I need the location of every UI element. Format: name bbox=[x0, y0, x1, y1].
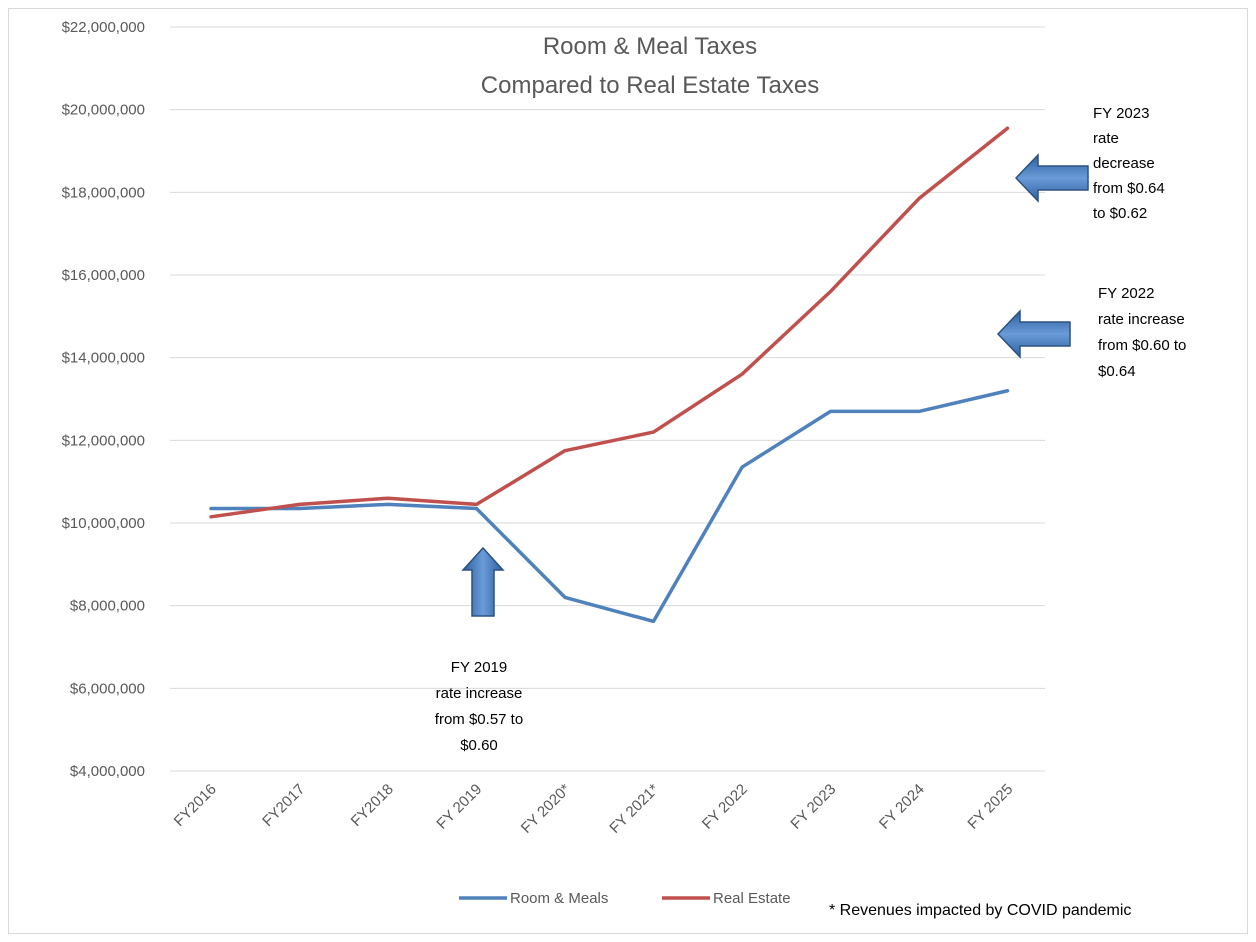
x-tick-label: FY 2022 bbox=[699, 781, 751, 833]
series-line-room-meals bbox=[209, 388, 1010, 624]
annotation-fy2022-line-2: rate increase bbox=[1098, 311, 1185, 328]
annotation-fy2023: FY 2023 rate decrease from $0.64 to $0.6… bbox=[1093, 105, 1165, 222]
series-lines bbox=[209, 126, 1010, 624]
y-tick-label: $16,000,000 bbox=[62, 267, 145, 284]
x-tick-label: FY 2020* bbox=[518, 781, 574, 837]
annotation-fy2019-line-4: $0.60 bbox=[460, 737, 498, 754]
y-axis-labels: $4,000,000 $6,000,000 $8,000,000 $10,000,00… bbox=[62, 19, 145, 780]
x-tick-label: FY2016 bbox=[171, 781, 220, 830]
arrow-left-icon bbox=[996, 309, 1071, 359]
arrow-up-icon bbox=[461, 546, 505, 617]
arrow-left-icon bbox=[1014, 153, 1089, 203]
footnote: * Revenues impacted by COVID pandemic bbox=[829, 902, 1131, 919]
gridlines bbox=[170, 26, 1045, 772]
annotation-fy2019: FY 2019 rate increase from $0.57 to $0.6… bbox=[435, 659, 523, 754]
annotation-fy2019-line-3: from $0.57 to bbox=[435, 711, 523, 728]
y-tick-label: $8,000,000 bbox=[70, 598, 145, 615]
annotation-fy2022-line-1: FY 2022 bbox=[1098, 285, 1154, 302]
annotation-fy2023-line-2: rate bbox=[1093, 130, 1119, 147]
chart-frame bbox=[8, 8, 1248, 934]
y-tick-label: $14,000,000 bbox=[62, 350, 145, 367]
x-tick-label: FY 2023 bbox=[787, 781, 839, 833]
y-tick-label: $6,000,000 bbox=[70, 680, 145, 697]
annotation-fy2019-line-2: rate increase bbox=[436, 685, 523, 702]
annotation-fy2023-line-1: FY 2023 bbox=[1093, 105, 1149, 122]
series-line-real-estate bbox=[209, 126, 1010, 519]
annotation-fy2023-line-4: from $0.64 bbox=[1093, 180, 1165, 197]
y-tick-label: $18,000,000 bbox=[62, 184, 145, 201]
annotation-fy2023-line-3: decrease bbox=[1093, 155, 1155, 172]
annotation-fy2022: FY 2022 rate increase from $0.60 to $0.6… bbox=[1098, 285, 1186, 380]
legend: Room & Meals Real Estate bbox=[459, 890, 791, 907]
chart-title-line-2: Compared to Real Estate Taxes bbox=[481, 72, 819, 99]
legend-label-room-meals: Room & Meals bbox=[510, 890, 608, 907]
x-tick-label: FY2018 bbox=[348, 781, 397, 830]
annotation-fy2023-line-5: to $0.62 bbox=[1093, 205, 1147, 222]
y-tick-label: $20,000,000 bbox=[62, 102, 145, 119]
x-tick-label: FY2017 bbox=[259, 781, 308, 830]
y-tick-label: $10,000,000 bbox=[62, 515, 145, 532]
annotation-fy2019-line-1: FY 2019 bbox=[451, 659, 507, 676]
x-tick-label: FY 2025 bbox=[964, 781, 1016, 833]
annotation-fy2022-line-4: $0.64 bbox=[1098, 363, 1136, 380]
x-tick-label: FY 2024 bbox=[876, 781, 928, 833]
y-tick-label: $22,000,000 bbox=[62, 19, 145, 36]
y-tick-label: $12,000,000 bbox=[62, 432, 145, 449]
chart-title-line-1: Room & Meal Taxes bbox=[543, 33, 757, 60]
x-axis-labels: FY2016 FY2017 FY2018 FY 2019 FY 2020* FY 2021… bbox=[171, 781, 1017, 837]
annotation-fy2022-line-3: from $0.60 to bbox=[1098, 337, 1186, 354]
legend-label-real-estate: Real Estate bbox=[713, 890, 791, 907]
x-tick-label: FY 2021* bbox=[606, 781, 662, 837]
x-tick-label: FY 2019 bbox=[433, 781, 485, 833]
y-tick-label: $4,000,000 bbox=[70, 763, 145, 780]
